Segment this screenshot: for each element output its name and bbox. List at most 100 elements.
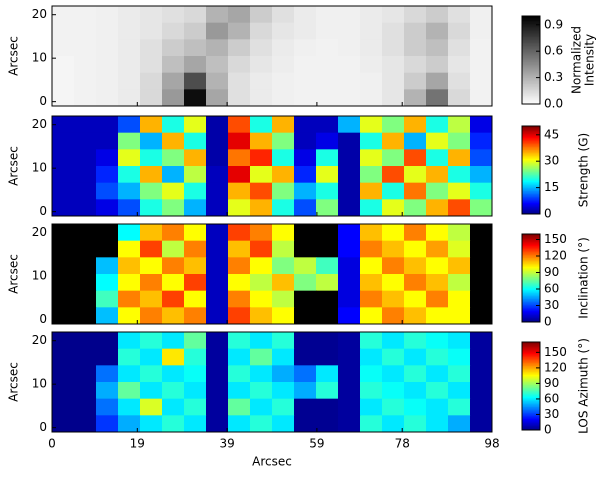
heatmap-cell <box>338 274 361 292</box>
heatmap-cell <box>162 22 185 40</box>
heatmap-cell <box>316 332 339 350</box>
colorbar-step <box>522 168 540 171</box>
y-tick-label: 20 <box>32 117 47 131</box>
heatmap-cell <box>294 332 317 350</box>
colorbar-step <box>522 68 540 71</box>
x-tick-label: 0 <box>48 437 56 451</box>
colorbar-step <box>522 253 540 256</box>
colorbar-step <box>522 300 540 302</box>
heatmap-cell <box>74 132 97 150</box>
heatmap-cell <box>448 365 471 383</box>
heatmap-cell <box>184 89 207 107</box>
heatmap-cell <box>316 39 339 57</box>
heatmap-cell <box>96 398 119 416</box>
colorbar-step <box>522 164 540 167</box>
colorbar-step <box>522 403 540 406</box>
heatmap-cell <box>206 22 229 40</box>
colorbar-step <box>522 36 540 39</box>
colorbar-step <box>522 92 540 95</box>
heatmap-cell <box>272 39 295 57</box>
heatmap-cell <box>470 307 493 325</box>
y-tick-label: 0 <box>39 94 47 108</box>
colorbar-step <box>522 242 540 245</box>
colorbar-step <box>522 313 540 316</box>
colorbar-step <box>522 371 540 374</box>
heatmap-cell <box>360 224 383 242</box>
heatmap-cell <box>448 348 471 366</box>
heatmap-cell <box>162 166 185 184</box>
heatmap-cell <box>316 72 339 90</box>
heatmap-cell <box>272 72 295 90</box>
heatmap-cell <box>162 332 185 350</box>
heatmap-cell <box>162 398 185 416</box>
heatmap-cell <box>272 240 295 258</box>
heatmap-cell <box>448 132 471 150</box>
heatmap-cell <box>404 132 427 150</box>
colorbar-step <box>522 186 540 189</box>
heatmap-cell <box>470 398 493 416</box>
heatmap-cell <box>250 290 273 308</box>
heatmap-cell <box>96 332 119 350</box>
heatmap-cell <box>294 199 317 217</box>
heatmap-cell <box>96 56 119 74</box>
heatmap-cell <box>404 240 427 258</box>
heatmap-cell <box>448 274 471 292</box>
heatmap-cell <box>162 365 185 383</box>
heatmap-cell <box>316 224 339 242</box>
heatmap-cell <box>52 72 75 90</box>
heatmap-cell <box>272 132 295 150</box>
colorbar-step <box>522 291 540 294</box>
heatmap-cell <box>360 382 383 400</box>
colorbar-step <box>522 400 540 403</box>
heatmap-cell <box>250 257 273 275</box>
heatmap-cell <box>426 182 449 200</box>
heatmap-cell <box>184 332 207 350</box>
heatmap-cell <box>52 22 75 40</box>
heatmap-cell <box>228 149 251 167</box>
heatmap-cell <box>404 39 427 57</box>
colorbar-step <box>522 421 540 424</box>
heatmap-cell <box>52 89 75 107</box>
colorbar-tick-label: 0 <box>544 315 552 329</box>
heatmap-cell <box>162 182 185 200</box>
heatmap-cell <box>74 199 97 217</box>
colorbar-step <box>522 342 540 344</box>
y-tick-label: 20 <box>32 333 47 347</box>
heatmap-cell <box>316 274 339 292</box>
colorbar-step <box>522 153 540 156</box>
colorbar-step <box>522 80 540 83</box>
colorbar-step <box>522 384 540 387</box>
heatmap-cell <box>426 132 449 150</box>
colorbar-tick-label: 45 <box>544 127 559 141</box>
colorbar-step <box>522 347 540 350</box>
colorbar-step <box>522 134 540 137</box>
heatmap-cell <box>250 89 273 107</box>
heatmap-cell <box>184 274 207 292</box>
colorbar-step <box>522 344 540 347</box>
heatmap-cell <box>426 72 449 90</box>
colorbar-frame <box>521 341 541 431</box>
heatmap-cell <box>52 290 75 308</box>
colorbar-step <box>522 302 540 305</box>
heatmap-cell <box>360 39 383 57</box>
heatmap-cell <box>448 149 471 167</box>
colorbar-step <box>522 146 540 149</box>
colorbar-step <box>522 20 540 23</box>
heatmap-cell <box>470 182 493 200</box>
heatmap-cell <box>294 132 317 150</box>
heatmap-cell <box>184 382 207 400</box>
colorbar-step <box>522 282 540 285</box>
colorbar-step <box>522 200 540 203</box>
colorbar-step <box>522 269 540 272</box>
heatmap-cell <box>118 132 141 150</box>
heatmap-cell <box>404 56 427 74</box>
heatmap-cell <box>96 257 119 275</box>
heatmap-cell <box>404 398 427 416</box>
heatmap-cell <box>228 257 251 275</box>
heatmap-cell <box>96 72 119 90</box>
heatmap-cell <box>294 348 317 366</box>
heatmap-cell <box>206 39 229 57</box>
colorbar-step <box>522 419 540 422</box>
colorbar-step <box>522 152 540 155</box>
heatmap-cell <box>470 149 493 167</box>
